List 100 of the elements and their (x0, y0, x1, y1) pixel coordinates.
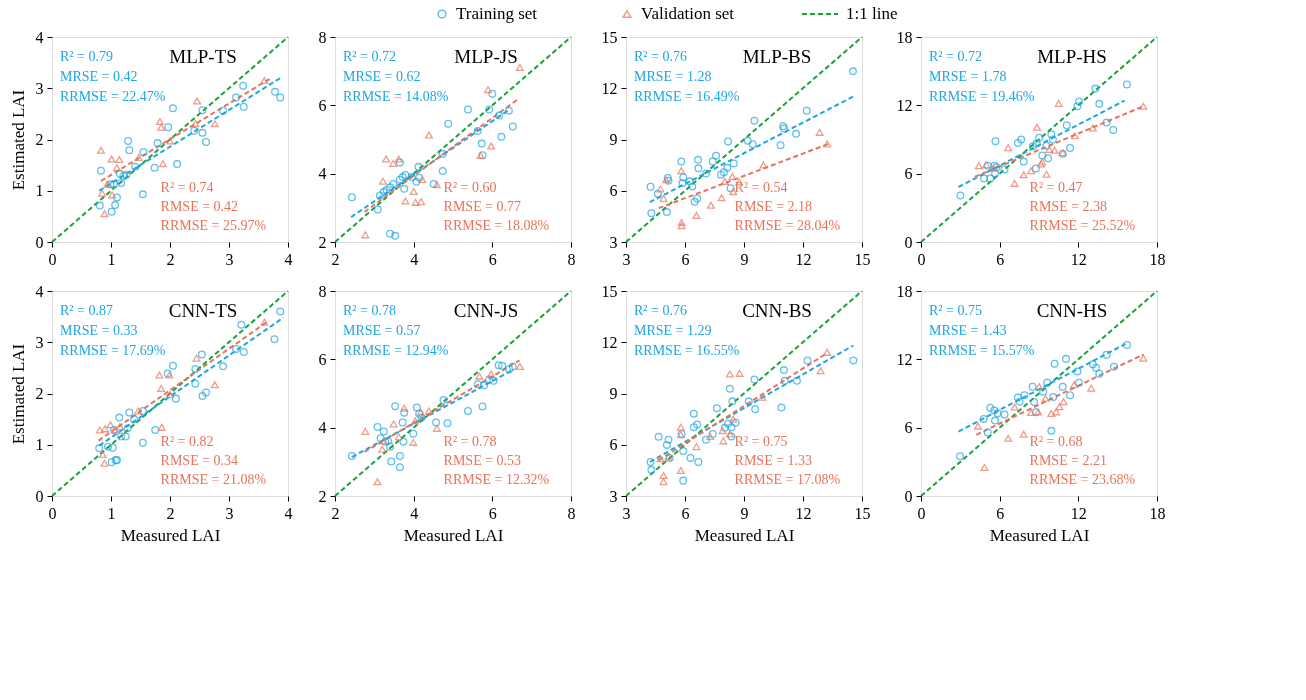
point (117, 179, 126, 188)
point (96, 146, 105, 154)
annotation: R² = 0.79 (60, 49, 113, 64)
annotation: R² = 0.78 (443, 434, 497, 449)
y-tick-label: 8 (318, 282, 327, 300)
point (198, 106, 207, 115)
point (1004, 434, 1013, 442)
point (125, 146, 134, 155)
point (463, 105, 472, 114)
point (653, 189, 662, 198)
point (723, 163, 732, 172)
point (125, 408, 134, 417)
point (654, 432, 663, 441)
point (1032, 139, 1041, 148)
point (107, 207, 116, 216)
point (168, 361, 177, 370)
x-tick-label: 12 (1070, 504, 1087, 522)
point (1122, 340, 1131, 349)
point (485, 375, 494, 384)
y-tick-label: 6 (904, 165, 913, 183)
annotation: RRMSE = 15.57% (929, 343, 1035, 358)
y-tick-label: 2 (35, 131, 44, 148)
point (95, 426, 104, 434)
point (376, 434, 385, 443)
point (276, 307, 285, 316)
point (484, 86, 493, 94)
point (1050, 359, 1059, 368)
point (494, 361, 503, 370)
x-tick-label: 6 (681, 250, 690, 268)
x-tick-label: 15 (854, 250, 871, 268)
point (692, 211, 701, 220)
chart-title: MLP-TS (169, 46, 237, 67)
point (979, 414, 988, 423)
point (480, 381, 489, 390)
y-tick-label: 12 (896, 350, 913, 368)
point (1062, 354, 1071, 363)
point (438, 166, 447, 175)
point (662, 440, 671, 449)
point (802, 106, 811, 115)
point (823, 140, 832, 148)
point (191, 120, 200, 128)
point (686, 453, 695, 462)
point (95, 444, 104, 453)
text: CNN-HS (1036, 300, 1108, 321)
point (744, 397, 753, 406)
point (1004, 144, 1013, 152)
point (702, 169, 711, 178)
point (166, 137, 174, 145)
point (1027, 167, 1036, 175)
point (411, 198, 420, 206)
point (378, 445, 387, 453)
annotation: R² = 0.87 (60, 303, 113, 318)
point (1047, 409, 1056, 418)
point (130, 415, 139, 424)
point (1028, 382, 1037, 391)
point (107, 155, 116, 163)
legend-label: Training set (456, 4, 538, 23)
y-tick-label: 3 (609, 487, 618, 505)
point (1049, 392, 1058, 401)
point (389, 179, 398, 188)
point (702, 435, 711, 444)
point (725, 384, 734, 393)
annotation: RMSE = 2.21 (1029, 453, 1108, 468)
point (438, 149, 447, 158)
point (386, 442, 395, 451)
x-tick-label: 2 (331, 250, 340, 268)
point (724, 419, 733, 428)
point (991, 137, 1000, 146)
point (201, 388, 210, 397)
point (656, 185, 665, 193)
point (193, 97, 202, 105)
x-tick-label: 0 (48, 504, 57, 522)
legend-label: 1:1 line (846, 4, 898, 23)
point (361, 427, 370, 435)
annotation: R² = 0.72 (343, 49, 396, 64)
point (117, 432, 126, 441)
point (168, 104, 177, 113)
point (759, 161, 768, 169)
annotation: R² = 0.75 (734, 434, 788, 449)
point (111, 201, 120, 210)
point (1050, 146, 1059, 154)
point (98, 189, 107, 197)
point (475, 372, 484, 380)
point (100, 210, 109, 218)
y-tick-label: 1 (35, 182, 44, 200)
point (780, 376, 789, 385)
point (487, 370, 496, 378)
point (719, 168, 728, 177)
point (1102, 350, 1111, 359)
point (688, 182, 697, 191)
point (685, 177, 694, 186)
point (647, 465, 656, 474)
point (1088, 360, 1097, 369)
point (378, 177, 387, 185)
point (646, 458, 655, 466)
point (210, 381, 219, 389)
point (1033, 123, 1042, 131)
x-tick-label: 3 (225, 250, 234, 268)
point (373, 422, 382, 431)
point (983, 428, 992, 437)
